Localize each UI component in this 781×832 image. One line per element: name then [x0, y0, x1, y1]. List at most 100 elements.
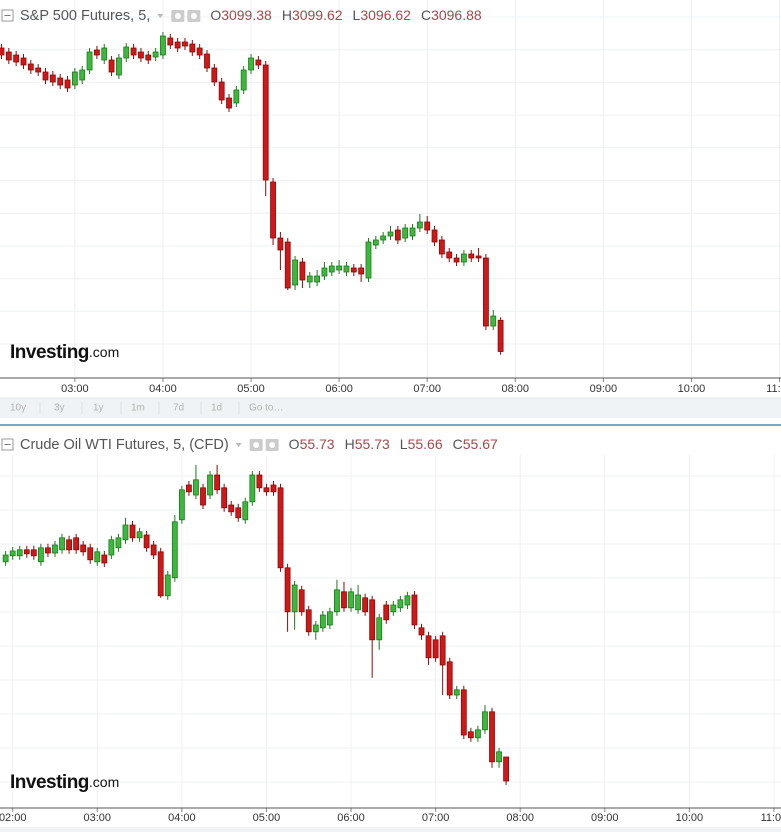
candle-body	[79, 69, 86, 81]
x-tick-label: 04:00	[168, 812, 196, 824]
candle-body	[164, 574, 171, 597]
candle-body	[71, 71, 78, 86]
candle-body	[101, 47, 108, 61]
ohlc-label: C	[453, 436, 463, 452]
candle-body	[16, 549, 23, 557]
x-tick-label: 03:00	[61, 383, 89, 395]
bottom-toolbar	[0, 827, 781, 832]
candle-body	[189, 43, 196, 53]
candle-body	[334, 589, 340, 613]
candle-body	[299, 261, 306, 281]
candle-body	[9, 550, 16, 557]
ohlc-value: 3096.88	[431, 7, 482, 23]
candle-body	[86, 51, 93, 71]
candle-body	[376, 617, 383, 641]
candle-body	[5, 51, 12, 61]
candle-body	[475, 729, 481, 739]
candle-body	[496, 751, 502, 763]
candle-body	[45, 547, 51, 554]
x-tick-label: 08:00	[502, 383, 530, 395]
candle-body	[23, 549, 30, 555]
candle-body	[182, 41, 188, 47]
candle-body	[64, 79, 71, 89]
candle-body	[350, 267, 357, 273]
ohlc-value: 55.73	[300, 436, 335, 452]
candle-body	[284, 567, 291, 613]
candle-body	[362, 597, 369, 613]
candle-body	[37, 547, 44, 563]
candle-body	[93, 49, 100, 56]
candle-body	[101, 554, 108, 564]
dropdown-arrow[interactable]	[235, 443, 242, 447]
candle-body	[130, 47, 137, 56]
candle-body	[228, 504, 235, 513]
candle-body	[211, 67, 218, 83]
ohlc-label: L	[353, 7, 361, 23]
candle-body	[369, 599, 376, 641]
candle-body	[394, 229, 401, 241]
candle-body	[483, 257, 489, 327]
candle-body	[160, 35, 166, 56]
ohlc-value: 55.66	[408, 436, 443, 452]
candle-body	[425, 635, 432, 659]
candle-body	[49, 74, 56, 83]
ohlc-readout: O55.73 H55.73 L55.66 C55.67	[289, 436, 498, 452]
range-button[interactable]: 1d	[211, 403, 222, 414]
chart-title: Crude Oil WTI Futures, 5, (CFD)	[20, 437, 229, 453]
candle-body	[348, 591, 354, 609]
range-button[interactable]: 1y	[93, 403, 104, 414]
candle-body	[277, 237, 284, 251]
candle-body	[497, 319, 504, 352]
candle-body	[204, 53, 210, 69]
candle-body	[336, 265, 343, 271]
candle-body	[262, 64, 269, 181]
candle-body	[186, 484, 192, 493]
candle-body	[235, 507, 242, 519]
candle-body	[52, 544, 58, 554]
ohlc-value: 3099.38	[221, 7, 272, 23]
range-button[interactable]: 1m	[131, 403, 145, 414]
candle-body	[397, 599, 404, 609]
dropdown-arrow[interactable]	[157, 14, 164, 18]
candle-body	[380, 235, 387, 241]
expand-icon-dot	[269, 442, 276, 448]
x-tick-label: 04:00	[149, 383, 177, 395]
ohlc-label: C	[421, 7, 431, 23]
candle-body	[138, 51, 144, 59]
expand-icon-dot	[190, 13, 197, 19]
candle-body	[115, 537, 122, 549]
range-button[interactable]: 3y	[54, 403, 65, 414]
candle-body	[446, 661, 453, 696]
candle-body	[277, 487, 284, 569]
candle-body	[358, 267, 365, 275]
x-tick-label: 09:00	[591, 812, 619, 824]
candle-body	[383, 604, 390, 621]
goto-button[interactable]: Go to…	[249, 403, 283, 414]
candle-body	[490, 315, 497, 327]
candle-body	[453, 689, 460, 696]
candle-body	[214, 474, 221, 491]
x-tick-label: 06:00	[325, 383, 353, 395]
candle-body	[59, 537, 65, 551]
candle-body	[218, 81, 225, 101]
x-tick-label: 08:00	[506, 812, 534, 824]
x-tick-label: 11:00	[766, 383, 781, 395]
candle-body	[256, 474, 263, 489]
settings-icon-dot	[174, 13, 181, 19]
ohlc-label: H	[345, 436, 355, 452]
candle-body	[193, 479, 199, 496]
chart: 02:00 03:00 04:00 05:00 06:00 07:00 08:00 09:00…	[0, 436, 781, 824]
candle-body	[460, 689, 467, 736]
candle-body	[136, 531, 143, 539]
candle-body	[402, 227, 409, 239]
candle-body	[221, 487, 228, 509]
candle-body	[20, 57, 27, 66]
candle-body	[438, 239, 445, 255]
range-button[interactable]: 7d	[173, 403, 184, 414]
candle-body	[461, 253, 467, 263]
candle-body	[42, 71, 49, 81]
candle-body	[319, 614, 326, 629]
range-button[interactable]: 10y	[10, 403, 26, 414]
